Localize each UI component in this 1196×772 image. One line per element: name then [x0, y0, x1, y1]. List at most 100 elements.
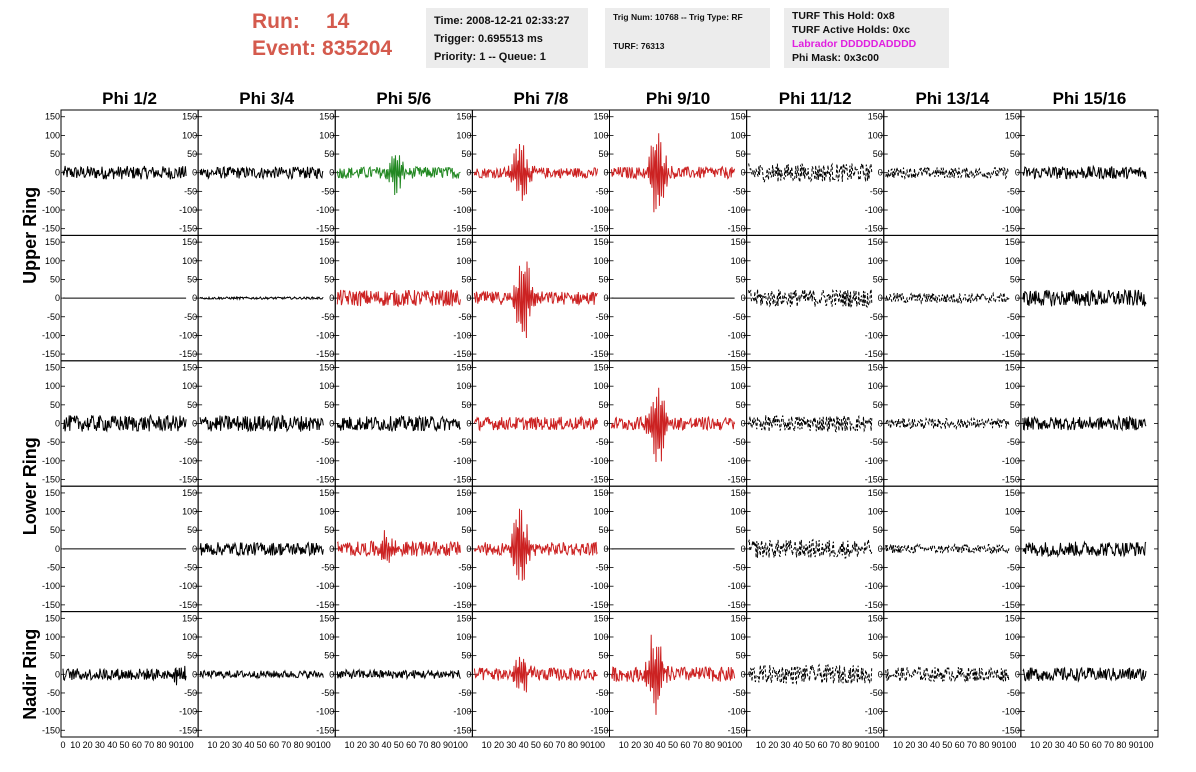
y-tick-label: -150	[865, 600, 883, 610]
y-tick-label: 100	[593, 256, 608, 266]
y-tick-label: 50	[1010, 525, 1020, 535]
waveform-trace	[611, 387, 736, 463]
y-tick-label: 50	[187, 651, 197, 661]
waveform-panel: 150 100 50 0 -50 -100 -150	[865, 360, 1022, 487]
y-tick-label: -150	[865, 224, 883, 234]
y-tick-label: -150	[179, 224, 197, 234]
y-tick-label: -50	[47, 563, 60, 573]
waveform-trace	[199, 295, 324, 301]
y-tick-label: 0	[878, 544, 883, 554]
waveform-trace	[199, 414, 324, 433]
x-tick-label: 70	[144, 740, 154, 750]
waveform-panel: 150 100 50 0 -50 -100 -150	[42, 485, 199, 613]
x-tick-label: 30	[1055, 740, 1065, 750]
y-tick-label: -100	[1002, 581, 1020, 591]
y-tick-label: 150	[1005, 488, 1020, 498]
y-tick-label: -100	[453, 456, 471, 466]
y-tick-label: -150	[453, 224, 471, 234]
x-tick-label: 60	[1092, 740, 1102, 750]
waveform-trace	[748, 663, 873, 686]
y-tick-label: -50	[595, 437, 608, 447]
y-tick-label: -100	[179, 707, 197, 717]
x-tick-label: 50	[942, 740, 952, 750]
y-tick-label: 100	[182, 256, 197, 266]
phi-column-label: Phi 1/2	[102, 89, 157, 108]
y-tick-label: 0	[603, 419, 608, 429]
y-tick-label: 0	[192, 669, 197, 679]
y-tick-label: 50	[873, 525, 883, 535]
y-tick-label: 150	[731, 363, 746, 373]
y-tick-label: -50	[595, 688, 608, 698]
x-tick-label: 10	[345, 740, 355, 750]
y-tick-label: 50	[1010, 400, 1020, 410]
panel-frame	[883, 234, 1022, 362]
y-tick-label: 50	[598, 651, 608, 661]
waveform-panel: 150 100 50 0 -50 -100 -150	[453, 234, 610, 362]
x-tick-label: 30	[369, 740, 379, 750]
y-tick-label: 0	[741, 419, 746, 429]
y-tick-label: 100	[868, 507, 883, 517]
waveform-panel: 150 100 50 0 -50 -100 -150	[865, 234, 1022, 362]
y-tick-label: 150	[868, 363, 883, 373]
y-tick-label: 100	[456, 256, 471, 266]
y-tick-label: -150	[453, 725, 471, 735]
y-tick-label: 50	[873, 651, 883, 661]
y-tick-label: 150	[45, 613, 60, 623]
y-tick-label: -50	[184, 186, 197, 196]
x-tick-label: 30	[95, 740, 105, 750]
y-tick-label: -100	[179, 330, 197, 340]
waveform-panel: 150 100 50 0 -50 -100 -150	[453, 360, 610, 487]
x-tick-label: 10	[756, 740, 766, 750]
y-tick-label: 0	[466, 168, 471, 178]
y-tick-label: -50	[595, 186, 608, 196]
y-tick-label: -150	[728, 224, 746, 234]
x-tick-label: 50	[531, 740, 541, 750]
waveform-trace	[336, 414, 461, 433]
y-tick-label: 150	[593, 363, 608, 373]
y-tick-label: 150	[868, 613, 883, 623]
y-tick-label: 100	[456, 507, 471, 517]
y-tick-label: 0	[329, 544, 334, 554]
waveform-panel: 150 100 50 0 -50 -100 -150	[179, 360, 336, 487]
event-label: Event:	[252, 37, 317, 60]
waveform-trace	[336, 289, 461, 308]
x-tick-label: 20	[905, 740, 915, 750]
y-tick-label: 150	[45, 488, 60, 498]
y-tick-label: -100	[42, 707, 60, 717]
y-tick-label: -50	[1007, 563, 1020, 573]
waveform-panel: 150 100 50 0 -50 -100 -150	[453, 485, 610, 613]
x-tick-label: 50	[120, 740, 130, 750]
event-value: 835204	[322, 37, 393, 60]
x-tick-label: 70	[693, 740, 703, 750]
y-tick-label: 0	[878, 419, 883, 429]
y-tick-label: 100	[45, 256, 60, 266]
waveform-trace	[1022, 540, 1147, 558]
x-tick-label: 40	[107, 740, 117, 750]
y-tick-label: 100	[731, 130, 746, 140]
y-tick-label: 100	[731, 256, 746, 266]
y-tick-label: -50	[733, 437, 746, 447]
y-tick-label: 0	[741, 544, 746, 554]
y-tick-label: 100	[1005, 507, 1020, 517]
y-tick-label: 100	[731, 632, 746, 642]
y-tick-label: -50	[458, 437, 471, 447]
y-tick-label: -150	[1002, 600, 1020, 610]
x-tick-label: 60	[543, 740, 553, 750]
waveform-panel: 150 100 50 0 -50 -100 -150	[179, 485, 336, 613]
y-tick-label: -100	[1002, 330, 1020, 340]
y-tick-label: -100	[179, 205, 197, 215]
y-tick-label: -150	[728, 600, 746, 610]
y-tick-label: -100	[42, 581, 60, 591]
y-tick-label: 150	[319, 488, 334, 498]
y-tick-label: 150	[593, 613, 608, 623]
y-tick-label: -100	[865, 707, 883, 717]
panel-frame	[471, 109, 610, 236]
y-tick-label: 100	[593, 381, 608, 391]
y-tick-label: -100	[728, 707, 746, 717]
x-tick-label: 100	[1001, 740, 1016, 750]
y-tick-label: -150	[179, 600, 197, 610]
y-tick-label: -100	[590, 456, 608, 466]
y-tick-label: -150	[42, 474, 60, 484]
y-tick-label: 50	[461, 274, 471, 284]
waveform-panel: 150 100 50 0 -50 -100 -150	[42, 611, 199, 738]
